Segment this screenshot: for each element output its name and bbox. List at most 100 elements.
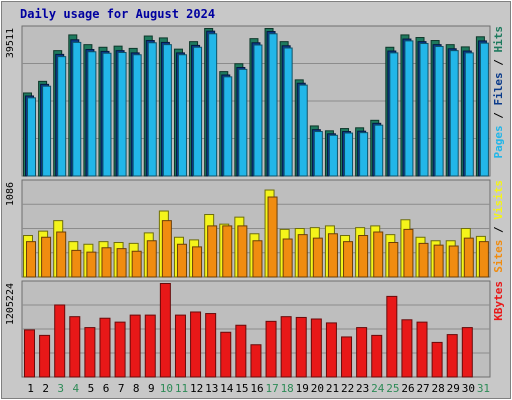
- x-tick-label-day-11: 11: [175, 382, 188, 395]
- bar-sites-day-22: [343, 241, 354, 278]
- bar-kbytes-day-28: [431, 341, 443, 378]
- bar-pages-day-23: [359, 132, 369, 177]
- bar-sites-day-29: [448, 245, 459, 278]
- bar-kbytes-day-1: [24, 329, 35, 378]
- bar-kbytes-day-7: [114, 321, 126, 378]
- x-tick-label-day-25: 25: [386, 382, 399, 395]
- x-tick-label-day-30: 30: [462, 382, 475, 395]
- legend-item-hits: Hits: [492, 26, 505, 53]
- bar-kbytes-day-20: [310, 318, 322, 378]
- bar-kbytes-day-6: [99, 317, 111, 378]
- bar-sites-day-4: [71, 249, 82, 278]
- x-tick-label-day-4: 4: [73, 382, 80, 395]
- bar-kbytes-day-9: [144, 314, 156, 378]
- bar-pages-day-5: [87, 51, 97, 177]
- bar-pages-day-22: [344, 132, 354, 177]
- bar-pages-day-15: [238, 68, 248, 177]
- y-max-label-hits-files-pages: 39511: [5, 28, 16, 58]
- bar-pages-day-27: [419, 43, 429, 177]
- legend-item-visits: Visits: [492, 180, 505, 220]
- bar-kbytes-day-18: [280, 316, 292, 378]
- bar-kbytes-day-14: [220, 331, 232, 378]
- bar-pages-day-2: [42, 85, 52, 177]
- x-tick-label-day-10: 10: [160, 382, 173, 395]
- bar-sites-day-16: [252, 240, 263, 278]
- bar-kbytes-day-29: [446, 334, 458, 378]
- bar-kbytes-day-25: [386, 295, 398, 378]
- bar-kbytes-day-8: [129, 314, 141, 378]
- x-tick-label-day-31: 31: [477, 382, 490, 395]
- legend-separator: /: [492, 53, 505, 73]
- x-tick-label-day-8: 8: [133, 382, 140, 395]
- bar-pages-day-19: [298, 84, 308, 177]
- x-tick-label-day-7: 7: [118, 382, 125, 395]
- bar-pages-day-14: [223, 76, 233, 177]
- bar-sites-day-18: [282, 238, 293, 278]
- bar-kbytes-day-3: [54, 304, 66, 378]
- chart-title: Daily usage for August 2024: [20, 7, 215, 21]
- x-tick-label-day-18: 18: [281, 382, 294, 395]
- bar-pages-day-8: [132, 54, 142, 177]
- bar-sites-day-10: [161, 220, 172, 278]
- bar-sites-day-9: [146, 240, 157, 278]
- bar-sites-day-31: [478, 241, 489, 278]
- bar-kbytes-day-5: [84, 327, 96, 378]
- bar-kbytes-day-16: [250, 344, 262, 378]
- bar-pages-day-6: [102, 52, 112, 177]
- x-tick-label-day-1: 1: [27, 382, 34, 395]
- bar-sites-day-5: [86, 251, 97, 278]
- x-tick-label-day-24: 24: [371, 382, 385, 395]
- x-tick-label-day-22: 22: [341, 382, 354, 395]
- bar-pages-day-18: [283, 47, 293, 177]
- x-tick-label-day-2: 2: [42, 382, 49, 395]
- bar-pages-day-20: [313, 131, 323, 177]
- x-tick-label-day-28: 28: [432, 382, 445, 395]
- bar-kbytes-day-23: [356, 327, 368, 378]
- bar-sites-day-28: [433, 244, 444, 278]
- bar-kbytes-day-10: [159, 283, 171, 378]
- x-tick-label-day-9: 9: [148, 382, 155, 395]
- bar-kbytes-day-11: [174, 314, 186, 378]
- bar-kbytes-day-2: [39, 334, 51, 378]
- x-tick-label-day-13: 13: [205, 382, 218, 395]
- bar-kbytes-day-24: [371, 334, 383, 378]
- bar-sites-day-20: [312, 237, 323, 278]
- bar-kbytes-day-21: [325, 322, 337, 378]
- bar-pages-day-1: [27, 97, 36, 177]
- bar-kbytes-day-19: [295, 316, 307, 378]
- bar-sites-day-15: [237, 225, 248, 278]
- bar-kbytes-day-17: [265, 320, 277, 378]
- bar-sites-day-25: [388, 242, 399, 278]
- bar-pages-day-4: [72, 41, 82, 177]
- legend-separator: /: [492, 220, 505, 240]
- legend-hits-files-pages: Pages / Files / Hits: [492, 26, 505, 159]
- x-tick-label-day-20: 20: [311, 382, 324, 395]
- bar-sites-day-27: [418, 242, 429, 278]
- bar-sites-day-21: [327, 233, 338, 278]
- bar-sites-day-14: [222, 225, 233, 278]
- bar-sites-day-3: [56, 231, 67, 278]
- bar-sites-day-1: [26, 241, 36, 278]
- x-tick-label-day-21: 21: [326, 382, 339, 395]
- bar-kbytes-day-12: [190, 311, 202, 378]
- x-tick-label-day-17: 17: [265, 382, 278, 395]
- bar-sites-day-7: [116, 248, 127, 278]
- y-max-label-kbytes: 1205224: [5, 283, 16, 325]
- bar-pages-day-26: [404, 40, 414, 177]
- legend-item-sites: Sites: [492, 240, 505, 273]
- bar-kbytes-day-26: [401, 319, 413, 378]
- bar-pages-day-10: [162, 44, 172, 177]
- bar-sites-day-8: [131, 250, 142, 278]
- bar-sites-day-6: [101, 247, 112, 278]
- bar-kbytes-day-4: [69, 316, 81, 378]
- bar-pages-day-21: [328, 134, 338, 177]
- bar-sites-day-13: [207, 225, 218, 278]
- x-tick-label-day-16: 16: [250, 382, 263, 395]
- bar-sites-day-23: [358, 235, 369, 278]
- bar-kbytes-day-15: [235, 324, 247, 378]
- x-tick-label-day-3: 3: [57, 382, 64, 395]
- bar-kbytes-day-27: [416, 321, 428, 378]
